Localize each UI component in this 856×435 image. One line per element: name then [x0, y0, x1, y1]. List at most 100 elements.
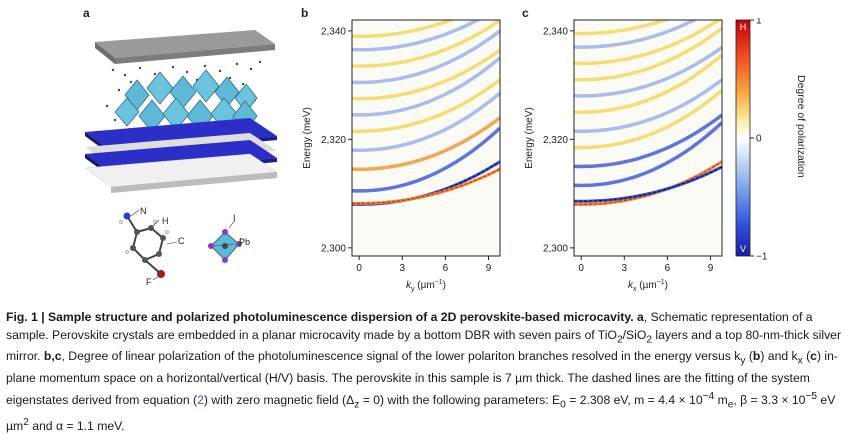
polariton-branch: [352, 56, 500, 117]
colorbar-top-letter: H: [740, 22, 747, 32]
caption-rest2: ) with zero magnetic field (Δ: [203, 392, 355, 407]
x-tick-label: 9: [708, 263, 714, 274]
beta-text: , β = 3.3 × 10: [733, 392, 806, 407]
caption-rest3: = 0) with the following parameters: E: [359, 392, 561, 407]
colorbar-label: Degree of polarization: [795, 75, 807, 178]
fit-dashed-line: [352, 168, 500, 204]
y-axis-label: Energy (meV): [524, 107, 535, 169]
polariton-branch: [352, 20, 456, 39]
x-axis-label: kx (µm−1): [628, 279, 668, 293]
m-exp: −4: [702, 390, 715, 402]
colorbar-tick-label: 1: [756, 18, 762, 27]
organic-spacer-dots: [105, 60, 262, 122]
plot-area: [574, 20, 722, 256]
caption-a-label: a: [637, 310, 644, 324]
plot-frame: [573, 19, 723, 257]
polariton-branch: [352, 48, 500, 101]
ky-sub: y: [740, 355, 746, 367]
caption-slash: /SiO: [622, 327, 647, 342]
atom-label-pb: Pb: [239, 237, 251, 247]
figure-caption: Fig. 1 | Sample structure and polarized …: [6, 309, 852, 435]
colorbar-tick-label: 0: [756, 134, 762, 145]
chart-panel-c: 2,300 2,320 2,340 0 3 6 9 Energy (meV) kx (µm−1): [524, 19, 723, 293]
polariton-branch: [574, 20, 722, 66]
m-text: m: [714, 392, 728, 407]
x-tick-label: 3: [622, 263, 628, 274]
polariton-branch: [574, 53, 722, 114]
x-tick-label: 9: [486, 263, 492, 274]
um-exp: 2: [23, 416, 29, 428]
polariton-branch: [574, 26, 722, 82]
colorbar: H V 1 0 −1: [735, 18, 768, 263]
polariton-branch: [574, 121, 722, 188]
polariton-branch: [352, 91, 500, 152]
atom-label-n: N: [140, 206, 147, 216]
colorbar-bottom-letter: V: [740, 244, 746, 254]
polariton-branch: [352, 29, 500, 85]
paren-b-open: (: [745, 349, 753, 364]
caption-bc-label: b,c: [43, 349, 62, 364]
paren-c-close: ): [816, 349, 821, 364]
delta-sub: z: [354, 399, 360, 411]
polariton-branch: [574, 113, 722, 169]
panel-label-c: c: [522, 6, 529, 20]
kx-sub: x: [797, 355, 803, 367]
nitrogen-atom: [123, 212, 131, 220]
atom-label-c: C: [178, 236, 185, 246]
polariton-branch: [574, 88, 722, 150]
panel-label-a: a: [83, 6, 90, 20]
caption-rest4: = 2.308 eV, m = 4.4 × 10: [565, 392, 703, 407]
chart-panel-b: 2,300 2,320 2,340 0 3 6 9 Energy (meV) ky (µm−1): [302, 19, 501, 293]
x-tick-label: 6: [443, 263, 449, 274]
caption-a-text: , Schematic representation of a sample. …: [6, 310, 813, 342]
x-axis-label: ky (µm−1): [406, 279, 446, 293]
polariton-branch: [352, 20, 500, 68]
x-tick-label: 6: [665, 263, 671, 274]
x-tick-label: 3: [400, 263, 406, 274]
y-tick-label: 2,320: [543, 135, 568, 146]
organic-molecule: [118, 212, 170, 278]
atom-label-f: F: [146, 277, 152, 287]
silver-mirror-top: [95, 30, 275, 58]
y-axis-label: Energy (meV): [302, 107, 313, 169]
alpha-text: and α = 1.1 meV.: [28, 418, 125, 433]
sio2-sub: 2: [646, 333, 653, 345]
caption-b-ref: b: [752, 349, 761, 364]
beta-exp: −5: [805, 390, 818, 402]
sample-schematic: [84, 30, 278, 281]
colorbar-label-wrap: Degree of polarization: [793, 75, 807, 245]
pbi6-octahedron: [208, 229, 242, 263]
caption-c-ref: c: [810, 349, 817, 364]
y-tick-label: 2,300: [543, 243, 568, 254]
paren-c-open: (: [802, 349, 811, 364]
polariton-branch: [574, 20, 698, 49]
fit-dashed-line: [352, 161, 500, 206]
x-tick-label: 0: [356, 263, 362, 274]
paren-b-close: ) and k: [760, 349, 798, 364]
colorbar-tick-label: −1: [756, 252, 768, 263]
caption-fig-label: Fig. 1 | Sample structure and polarized …: [6, 310, 634, 324]
polariton-branch: [352, 20, 482, 52]
y-tick-label: 2,340: [543, 26, 568, 37]
atom-label-i: I: [233, 213, 236, 223]
plot-frame: [351, 19, 501, 257]
caption-rest: in-plane momentum space on a horizontal/…: [6, 349, 838, 407]
tio2-sub: 2: [617, 333, 623, 345]
panel-label-b: b: [301, 6, 309, 20]
colorbar-gradient: [735, 19, 751, 257]
m-sub: e: [727, 399, 734, 411]
e0-sub: 0: [560, 399, 566, 411]
equation-link[interactable]: 2: [197, 392, 204, 407]
polariton-branch: [352, 116, 500, 171]
polariton-branch: [352, 78, 500, 133]
silver-mirror-front: [115, 44, 275, 64]
polariton-branch: [352, 126, 500, 193]
x-tick-label: 0: [578, 263, 584, 274]
y-tick-label: 2,340: [321, 26, 346, 37]
atom-label-h: H: [162, 216, 169, 226]
caption-bc-text: , Degree of linear polarization of the p…: [61, 349, 741, 364]
cavity-layer-1: [85, 118, 277, 151]
fit-dashed-line: [574, 161, 722, 206]
polariton-branch: [574, 45, 722, 98]
lead-atom: [222, 243, 228, 249]
